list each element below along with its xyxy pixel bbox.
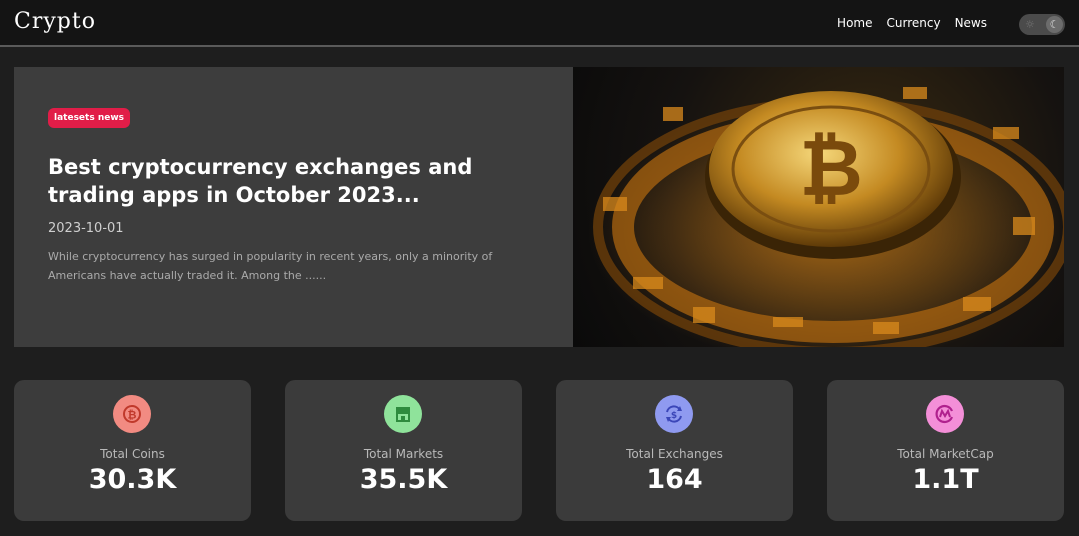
svg-text:₿: ₿: [799, 124, 863, 214]
exchange-icon: $: [655, 395, 693, 433]
news-title[interactable]: Best cryptocurrency exchanges and tradin…: [48, 155, 473, 207]
stat-label: Total MarketCap: [897, 447, 994, 461]
featured-news-card[interactable]: latesets news Best cryptocurrency exchan…: [14, 67, 1064, 347]
stat-label: Total Markets: [363, 447, 444, 461]
stat-label: Total Exchanges: [626, 447, 723, 461]
svg-text:₿: ₿: [128, 409, 137, 422]
brand-logo[interactable]: Crypto: [14, 9, 96, 34]
sun-icon: ☼: [1025, 18, 1035, 31]
nav-link-news[interactable]: News: [954, 16, 987, 30]
marketcap-icon: [926, 395, 964, 433]
theme-toggle[interactable]: ☼ ☾: [1019, 14, 1065, 35]
store-icon: [384, 395, 422, 433]
stat-value: 35.5K: [359, 464, 448, 495]
stat-value: 164: [646, 464, 703, 495]
stat-card-total-marketcap: Total MarketCap 1.1T: [827, 380, 1064, 521]
stat-value: 1.1T: [912, 464, 979, 495]
bitcoin-icon: ₿: [113, 395, 151, 433]
stat-card-total-markets: Total Markets 35.5K: [285, 380, 522, 521]
nav-link-currency[interactable]: Currency: [886, 16, 941, 30]
news-date: 2023-10-01: [48, 221, 124, 236]
stat-value: 30.3K: [88, 464, 177, 495]
bitcoin-coin-image: ₿: [573, 67, 1064, 347]
latest-news-badge: latesets news: [48, 108, 131, 128]
svg-text:$: $: [671, 411, 677, 421]
news-description: While cryptocurrency has surged in popul…: [48, 250, 493, 282]
stat-label: Total Coins: [100, 447, 165, 461]
bitcoin-illustration: ₿: [588, 87, 1064, 347]
moon-icon: ☾: [1046, 16, 1063, 33]
nav-link-home[interactable]: Home: [837, 16, 873, 30]
top-navbar: Crypto Home Currency News ☼ ☾: [0, 0, 1079, 47]
stat-card-total-exchanges: $ Total Exchanges 164: [556, 380, 793, 521]
nav-links: Home Currency News: [837, 16, 987, 30]
stat-card-total-coins: ₿ Total Coins 30.3K: [14, 380, 251, 521]
